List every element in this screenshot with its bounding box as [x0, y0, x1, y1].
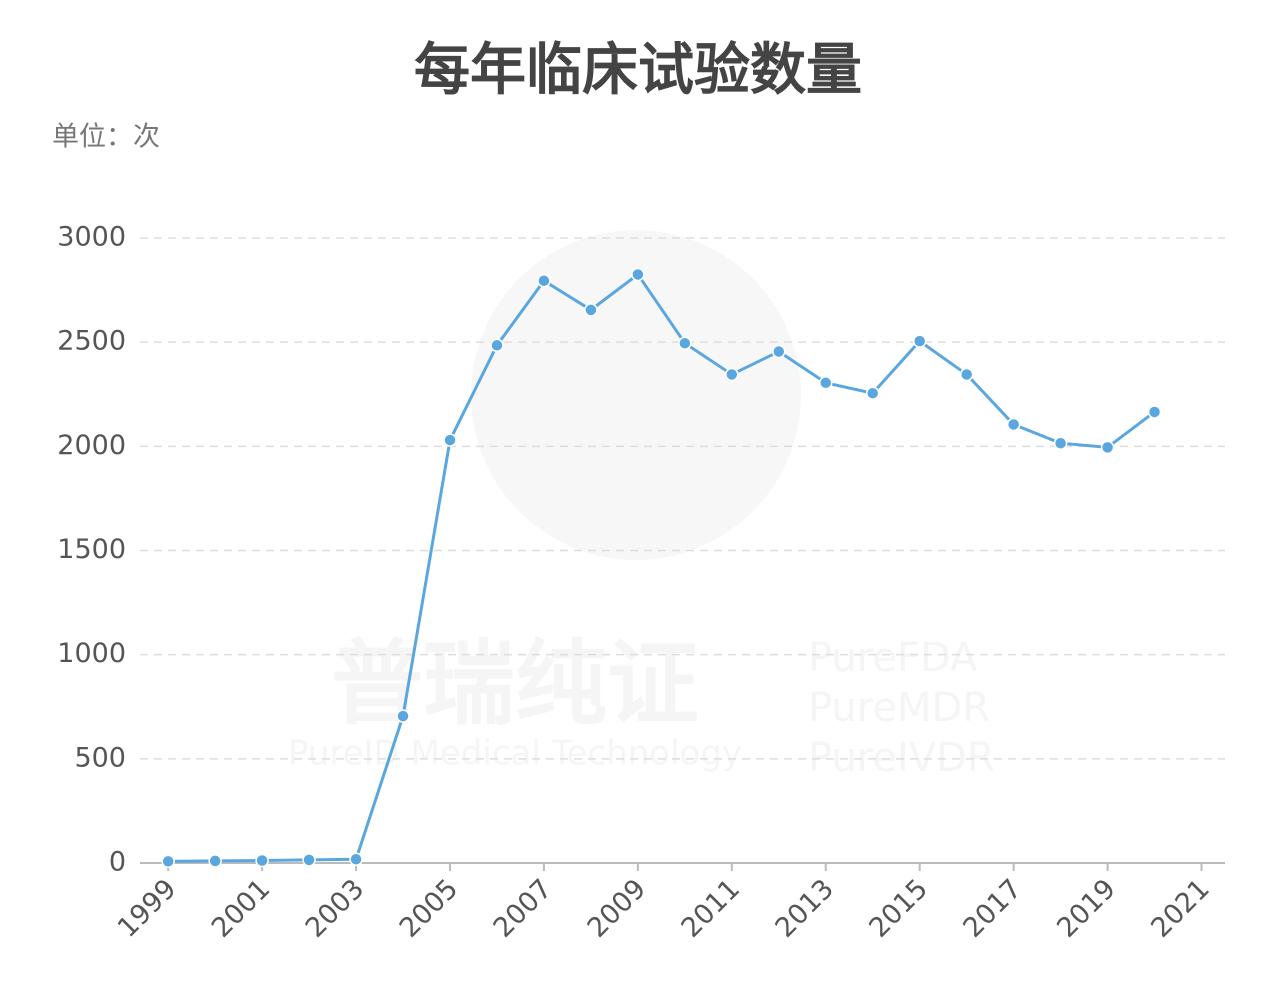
point	[1147, 405, 1162, 419]
x-tick-label: 2011	[676, 873, 747, 944]
watermark-text: PureMDR	[808, 685, 990, 731]
x-tick-label: 2015	[863, 873, 934, 944]
y-tick-label: 1000	[57, 638, 126, 669]
point	[819, 376, 833, 390]
point	[396, 709, 410, 723]
point	[255, 853, 269, 868]
point	[631, 267, 645, 282]
point	[1006, 417, 1021, 432]
x-tick-label: 2017	[957, 873, 1028, 944]
x-tick-label: 1999	[112, 873, 183, 944]
y-tick-label: 3000	[57, 222, 126, 253]
point	[1100, 440, 1115, 455]
x-tick-label: 2013	[769, 873, 840, 944]
y-tick-label: 2500	[57, 326, 126, 357]
point	[912, 334, 927, 348]
chart-title: 每年临床试验数量	[414, 38, 862, 103]
point	[208, 854, 222, 868]
point	[490, 338, 504, 353]
x-tick-label: 2003	[300, 873, 371, 944]
line	[168, 272, 1156, 863]
point	[772, 344, 786, 359]
point	[537, 273, 551, 288]
point	[584, 303, 598, 317]
watermark: 普瑞纯证 PureID Medical Technology PureFDA P…	[288, 230, 995, 781]
point	[865, 386, 880, 400]
point	[349, 852, 363, 866]
unit-label: 单位：次	[52, 122, 160, 153]
watermark-text: PureID Medical Technology	[288, 734, 742, 774]
y-tick-label: 1500	[57, 534, 126, 565]
watermark-logo	[471, 230, 801, 560]
x-tick-label: 2001	[206, 873, 277, 944]
point	[302, 853, 316, 867]
point	[443, 433, 457, 447]
watermark-text: 普瑞纯证	[331, 630, 699, 737]
y-tick-label: 0	[109, 847, 126, 878]
x-tick-label: 2021	[1145, 873, 1216, 944]
point	[959, 367, 974, 382]
x-tick-label: 2009	[582, 873, 653, 944]
watermark-text: PureIVDR	[808, 735, 995, 781]
point	[161, 854, 175, 869]
y-tick-label: 500	[74, 742, 126, 773]
point	[1053, 436, 1068, 450]
x-tick-label: 2007	[488, 873, 559, 944]
x-tick-label: 2019	[1051, 873, 1122, 944]
watermark-text: PureFDA	[808, 635, 978, 681]
x-tick-label: 2005	[394, 873, 465, 944]
point	[725, 367, 739, 382]
point	[678, 336, 692, 350]
y-tick-label: 2000	[57, 430, 126, 461]
